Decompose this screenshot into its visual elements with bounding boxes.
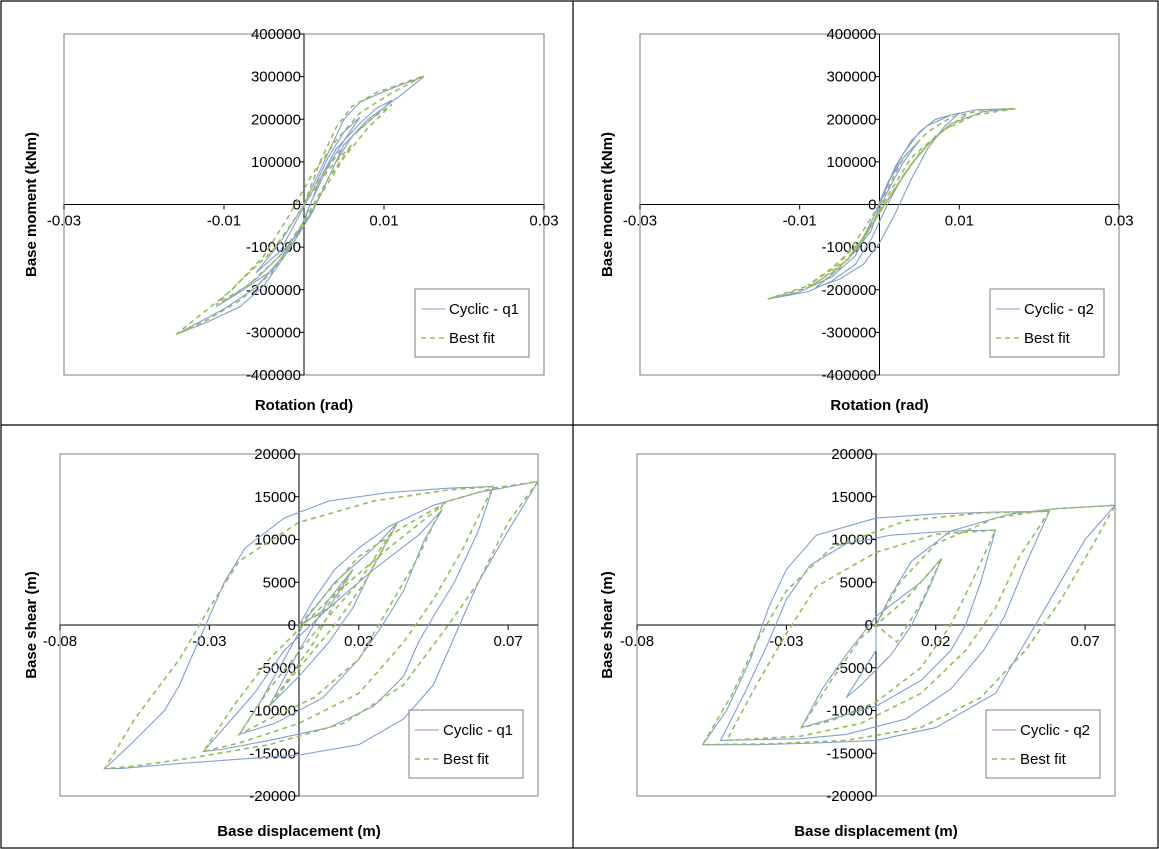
chart-bottom-left: 20000 15000 10000 5000 0 -5000 -10000 -15000 -20…: [23, 446, 540, 840]
y-tick-label: 400000: [826, 26, 876, 43]
legend: Cyclic - q1 Best fit: [408, 709, 524, 779]
y-tick-label: 15000: [254, 489, 296, 506]
best-fit-series-line: [103, 480, 540, 770]
cyclic-series-line: [701, 504, 1117, 746]
legend-entry-label: Cyclic - q2: [1024, 301, 1094, 318]
y-tick-label: -5000: [258, 660, 296, 677]
legend-box: [985, 709, 1101, 779]
best-fit-series-line: [767, 107, 1016, 300]
x-axis-title: Base displacement (m): [217, 823, 380, 840]
x-tick-label: -0.03: [192, 633, 226, 650]
y-tick-label: 5000: [263, 574, 296, 591]
legend-entry-label: Cyclic - q2: [1020, 722, 1090, 739]
legend-entry-label: Best fit: [1020, 751, 1067, 768]
y-tick-label: -400000: [246, 367, 301, 384]
chart-top-right: 400000 300000 200000 100000 0 -100000 -200000 -…: [599, 26, 1134, 414]
x-tick-label: 0.07: [1071, 633, 1100, 650]
y-tick-label: 100000: [251, 154, 301, 171]
x-tick-label: -0.03: [623, 213, 657, 230]
y-tick-label: 15000: [831, 489, 873, 506]
x-tick-label: -0.03: [769, 633, 803, 650]
y-tick-label: 0: [868, 197, 876, 214]
y-tick-label: -10000: [826, 703, 873, 720]
y-tick-label: -10000: [249, 703, 296, 720]
y-tick-label: 10000: [254, 532, 296, 549]
y-tick-label: 20000: [831, 446, 873, 463]
y-tick-label: 0: [293, 197, 301, 214]
y-tick-label: -20000: [249, 788, 296, 805]
y-tick-label: -400000: [821, 367, 876, 384]
legend-entry-label: Best fit: [1024, 330, 1071, 347]
y-axis-title: Base shear (m): [23, 571, 40, 679]
chart-bottom-right: 20000150001000050000-5000-10000-15000-20…: [599, 446, 1117, 840]
y-tick-label: -15000: [826, 745, 873, 762]
legend-entry-label: Best fit: [449, 330, 496, 347]
legend: Cyclic - q2 Best fit: [989, 288, 1105, 358]
cyclic-series-line: [175, 76, 425, 336]
y-axis-title: Base shear (m): [599, 571, 616, 679]
legend-box: [408, 709, 524, 779]
y-tick-label: -20000: [826, 788, 873, 805]
x-axis-title: Rotation (rad): [255, 397, 353, 414]
y-tick-label: 0: [288, 617, 296, 634]
x-tick-label: -0.08: [43, 633, 77, 650]
y-tick-label: -200000: [246, 282, 301, 299]
x-tick-label: 0.02: [344, 633, 373, 650]
y-tick-label: 300000: [826, 69, 876, 86]
x-tick-label: 0.03: [1104, 213, 1133, 230]
x-tick-label: 0.02: [921, 633, 950, 650]
x-tick-label: 0.03: [529, 213, 558, 230]
y-tick-label: 200000: [826, 111, 876, 128]
y-tick-label: -5000: [835, 660, 873, 677]
y-tick-label: 400000: [251, 26, 301, 43]
y-tick-label: -15000: [249, 745, 296, 762]
y-tick-label: 300000: [251, 69, 301, 86]
x-tick-label: 0.01: [945, 213, 974, 230]
y-tick-label: 100000: [826, 154, 876, 171]
chart-panels: 4000003000002000001000000-100000-200000-…: [23, 26, 1134, 840]
x-tick-label: -0.01: [783, 213, 817, 230]
y-tick-label: -300000: [821, 324, 876, 341]
legend-entry-label: Cyclic - q1: [443, 722, 513, 739]
legend: Cyclic - q1 Best fit: [414, 288, 530, 358]
x-axis-title: Base displacement (m): [794, 823, 957, 840]
chart-top-left: 4000003000002000001000000-100000-200000-…: [23, 26, 559, 414]
legend-entry-label: Best fit: [443, 751, 490, 768]
x-tick-label: 0.07: [494, 633, 523, 650]
y-tick-label: 200000: [251, 111, 301, 128]
legend-entry-label: Cyclic - q1: [449, 301, 519, 318]
x-tick-label: 0.01: [369, 213, 398, 230]
y-axis-title: Base moment (kNm): [23, 132, 40, 277]
cyclic-series-line: [767, 108, 1016, 300]
legend-box: [989, 288, 1105, 358]
y-tick-label: -300000: [246, 324, 301, 341]
x-tick-label: -0.01: [207, 213, 241, 230]
y-tick-label: -100000: [821, 239, 876, 256]
x-tick-label: -0.03: [47, 213, 81, 230]
y-tick-label: -200000: [821, 282, 876, 299]
legend-box: [414, 288, 530, 358]
y-tick-label: 20000: [254, 446, 296, 463]
y-axis-title: Base moment (kNm): [599, 132, 616, 277]
legend: Cyclic - q2 Best fit: [985, 709, 1101, 779]
x-axis-title: Rotation (rad): [830, 397, 928, 414]
y-tick-label: 5000: [840, 574, 873, 591]
x-tick-label: -0.08: [620, 633, 654, 650]
best-fit-series-line: [701, 504, 1117, 746]
